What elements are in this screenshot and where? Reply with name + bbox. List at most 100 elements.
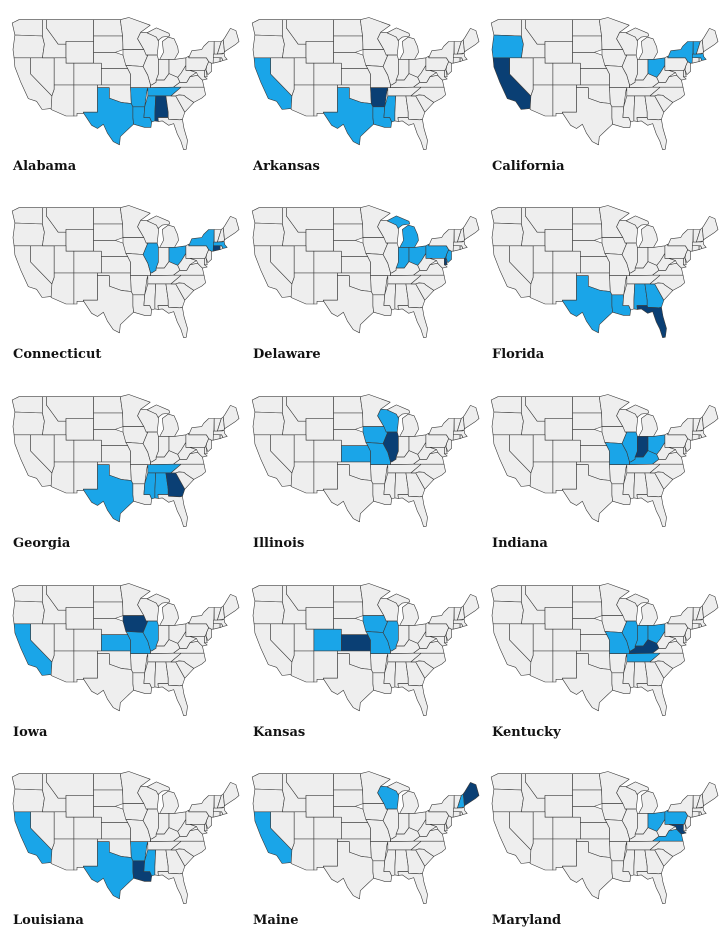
state-tx bbox=[83, 464, 134, 523]
state-ct bbox=[452, 434, 461, 441]
map-label: Delaware bbox=[253, 347, 321, 362]
state-pa bbox=[425, 243, 449, 259]
state-nd bbox=[93, 773, 123, 791]
state-az bbox=[50, 84, 75, 117]
state-az bbox=[290, 838, 315, 871]
state-ct bbox=[691, 623, 700, 630]
map-label: Maine bbox=[253, 913, 299, 928]
state-pa bbox=[185, 243, 209, 259]
state-nd bbox=[572, 773, 602, 791]
state-wa bbox=[11, 19, 43, 37]
state-wa bbox=[490, 396, 522, 414]
state-tx bbox=[323, 841, 374, 900]
state-tx bbox=[562, 87, 613, 146]
state-me bbox=[463, 782, 480, 807]
state-ct bbox=[212, 434, 221, 441]
state-de bbox=[444, 823, 448, 832]
state-de bbox=[204, 69, 208, 78]
state-az bbox=[290, 650, 315, 683]
state-fl bbox=[636, 683, 667, 716]
state-mi bbox=[638, 224, 658, 248]
state-de bbox=[204, 257, 208, 266]
us-map bbox=[490, 394, 719, 527]
state-nd bbox=[572, 585, 602, 603]
state-ks bbox=[101, 445, 131, 463]
state-ct bbox=[212, 623, 221, 630]
state-co bbox=[313, 628, 342, 652]
state-wy bbox=[65, 795, 94, 818]
state-nm bbox=[552, 461, 577, 494]
state-de bbox=[204, 823, 208, 832]
state-ma bbox=[453, 53, 468, 61]
state-ct bbox=[452, 57, 461, 64]
state-sd bbox=[572, 601, 603, 619]
state-wa bbox=[251, 585, 283, 603]
state-sd bbox=[93, 789, 124, 807]
state-tx bbox=[323, 464, 374, 523]
state-wa bbox=[490, 207, 522, 225]
state-pa bbox=[185, 55, 209, 71]
map-panel: Indiana bbox=[484, 387, 719, 573]
state-co bbox=[313, 439, 342, 463]
state-ks bbox=[580, 822, 610, 840]
state-wy bbox=[544, 229, 573, 252]
state-wa bbox=[251, 19, 283, 37]
map-label: Illinois bbox=[253, 536, 305, 551]
state-co bbox=[552, 816, 581, 840]
state-pa bbox=[185, 809, 209, 825]
map-label: Maryland bbox=[492, 913, 562, 928]
state-mi bbox=[625, 781, 650, 795]
state-fl bbox=[636, 494, 667, 527]
state-or bbox=[491, 788, 524, 813]
us-map bbox=[251, 17, 480, 150]
state-ma bbox=[692, 430, 707, 438]
state-fl bbox=[397, 117, 428, 150]
state-pa bbox=[425, 55, 449, 71]
state-pa bbox=[664, 243, 688, 259]
state-fl bbox=[397, 494, 428, 527]
state-pa bbox=[425, 432, 449, 448]
state-or bbox=[12, 222, 45, 247]
state-az bbox=[529, 650, 554, 683]
state-mi bbox=[386, 781, 411, 795]
map-panel: Delaware bbox=[245, 198, 485, 384]
state-or bbox=[12, 600, 45, 625]
state-co bbox=[313, 816, 342, 840]
state-ma bbox=[692, 241, 707, 249]
state-pa bbox=[425, 621, 449, 637]
state-ks bbox=[580, 634, 610, 652]
state-ct bbox=[691, 434, 700, 441]
state-ct bbox=[212, 811, 221, 818]
state-me bbox=[463, 405, 480, 430]
state-nd bbox=[93, 396, 123, 414]
state-me bbox=[702, 594, 719, 619]
state-pa bbox=[664, 432, 688, 448]
state-mi bbox=[159, 602, 179, 626]
state-mi bbox=[159, 413, 179, 437]
state-ma bbox=[692, 53, 707, 61]
state-nd bbox=[572, 207, 602, 225]
state-nm bbox=[73, 84, 98, 117]
state-tx bbox=[323, 653, 374, 712]
state-ks bbox=[341, 634, 371, 652]
state-wy bbox=[65, 41, 94, 64]
state-ma bbox=[692, 807, 707, 815]
state-mi bbox=[638, 36, 658, 60]
map-panel: Kentucky bbox=[484, 576, 719, 762]
state-ks bbox=[101, 822, 131, 840]
state-co bbox=[313, 62, 342, 86]
state-or bbox=[491, 34, 524, 59]
state-me bbox=[223, 216, 240, 241]
state-nm bbox=[313, 650, 338, 683]
state-sd bbox=[333, 35, 364, 53]
state-de bbox=[444, 446, 448, 455]
state-me bbox=[463, 594, 480, 619]
map-label: Alabama bbox=[13, 159, 77, 174]
map-panel: Iowa bbox=[5, 576, 245, 762]
state-mi bbox=[625, 27, 650, 41]
state-de bbox=[444, 257, 448, 266]
map-panel: Maryland bbox=[484, 764, 719, 950]
map-panel: Illinois bbox=[245, 387, 485, 573]
state-nm bbox=[313, 838, 338, 871]
map-panel: Florida bbox=[484, 198, 719, 384]
